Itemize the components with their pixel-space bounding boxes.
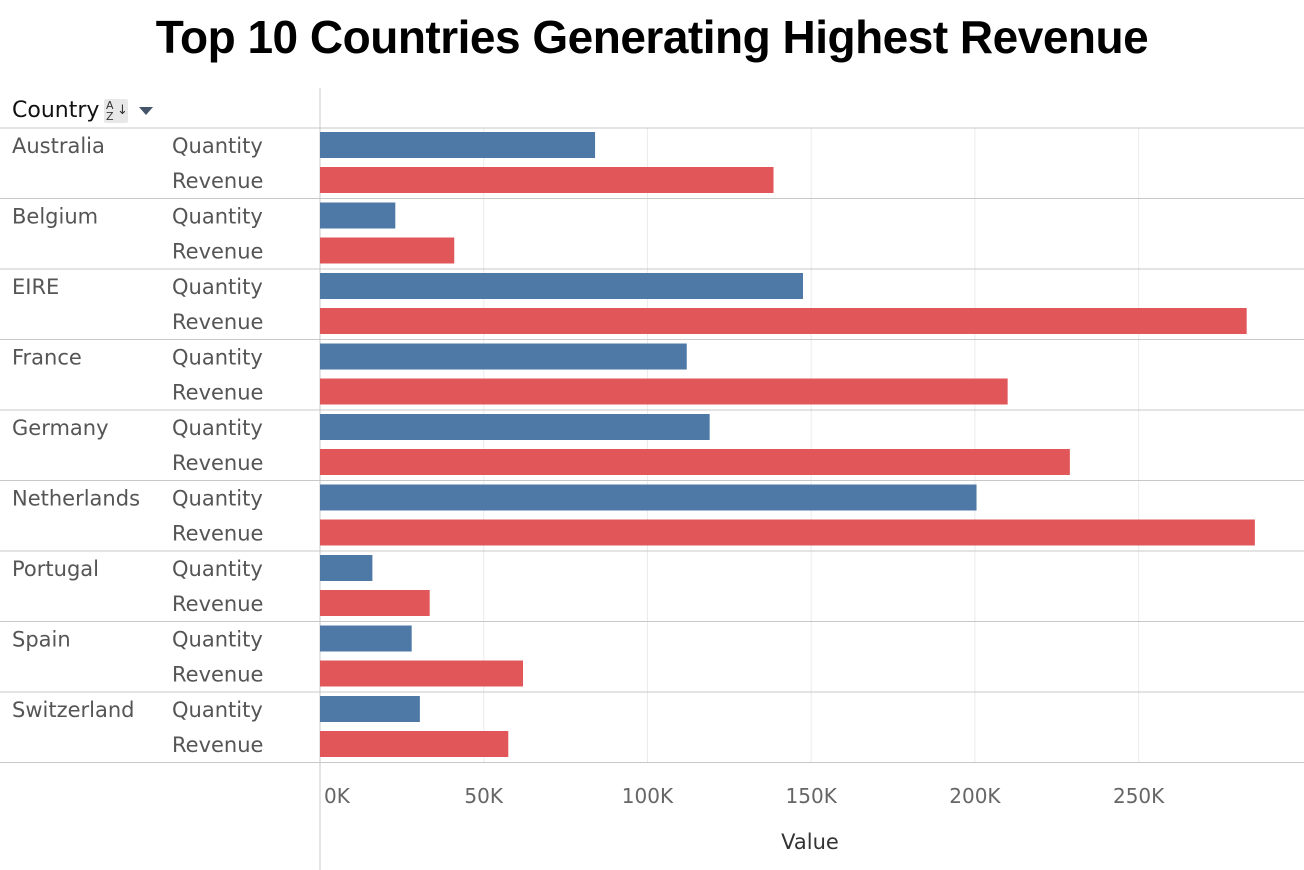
measure-label-quantity: Quantity — [172, 134, 263, 158]
quantity-bar-spain[interactable] — [320, 625, 412, 652]
row-header-country[interactable]: Country — [12, 98, 100, 123]
measure-label-quantity: Quantity — [172, 628, 263, 652]
country-label-australia: Australia — [12, 134, 105, 158]
sort-glyph-a: A — [106, 99, 114, 112]
revenue-bar-eire[interactable] — [320, 308, 1247, 334]
x-axis-title: Value — [781, 830, 839, 854]
x-tick-label-250K: 250K — [1113, 784, 1165, 808]
dropdown-caret-icon[interactable] — [139, 107, 153, 115]
revenue-bar-spain[interactable] — [320, 660, 524, 687]
measure-label-revenue: Revenue — [172, 310, 263, 334]
country-label-belgium: Belgium — [12, 205, 98, 229]
measure-label-revenue: Revenue — [172, 663, 263, 687]
quantity-bar-france[interactable] — [320, 343, 687, 370]
measure-label-revenue: Revenue — [172, 522, 263, 546]
country-label-switzerland: Switzerland — [12, 698, 135, 722]
measure-label-revenue: Revenue — [172, 733, 263, 757]
quantity-bar-netherlands[interactable] — [320, 484, 977, 511]
measure-label-revenue: Revenue — [172, 381, 263, 405]
quantity-bar-eire[interactable] — [320, 273, 803, 299]
revenue-bar-belgium[interactable] — [320, 237, 455, 264]
revenue-bar-france[interactable] — [320, 378, 1008, 405]
measure-label-quantity: Quantity — [172, 557, 263, 581]
measure-label-quantity: Quantity — [172, 416, 263, 440]
measure-label-revenue: Revenue — [172, 240, 263, 264]
country-label-portugal: Portugal — [12, 557, 99, 581]
revenue-bar-australia[interactable] — [320, 167, 774, 193]
x-tick-label-0K: 0K — [324, 784, 351, 808]
measure-label-quantity: Quantity — [172, 698, 263, 722]
quantity-bar-germany[interactable] — [320, 414, 710, 440]
measure-label-quantity: Quantity — [172, 205, 263, 229]
revenue-bar-portugal[interactable] — [320, 590, 430, 616]
sort-arrow-icon: ↓ — [117, 103, 128, 118]
country-label-france: France — [12, 346, 82, 370]
measure-label-revenue: Revenue — [172, 169, 263, 193]
sort-glyph-z: Z — [106, 110, 114, 123]
x-tick-label-150K: 150K — [786, 784, 838, 808]
chart-title: Top 10 Countries Generating Highest Reve… — [155, 11, 1149, 63]
revenue-bar-netherlands[interactable] — [320, 519, 1255, 546]
x-tick-label-100K: 100K — [622, 784, 674, 808]
quantity-bar-belgium[interactable] — [320, 202, 396, 229]
measure-label-quantity: Quantity — [172, 275, 263, 299]
measure-label-revenue: Revenue — [172, 451, 263, 475]
revenue-bar-switzerland[interactable] — [320, 731, 509, 757]
country-label-netherlands: Netherlands — [12, 487, 140, 511]
country-label-eire: EIRE — [12, 275, 59, 299]
x-tick-label-200K: 200K — [949, 784, 1001, 808]
x-tick-label-50K: 50K — [464, 784, 503, 808]
revenue-bar-germany[interactable] — [320, 449, 1070, 475]
sort-alpha-icon[interactable]: A Z ↓ — [104, 99, 128, 123]
quantity-bar-australia[interactable] — [320, 132, 596, 158]
measure-label-quantity: Quantity — [172, 487, 263, 511]
quantity-bar-portugal[interactable] — [320, 555, 373, 581]
country-label-germany: Germany — [12, 416, 109, 440]
country-label-spain: Spain — [12, 628, 71, 652]
measure-label-revenue: Revenue — [172, 592, 263, 616]
measure-label-quantity: Quantity — [172, 346, 263, 370]
quantity-bar-switzerland[interactable] — [320, 696, 420, 722]
